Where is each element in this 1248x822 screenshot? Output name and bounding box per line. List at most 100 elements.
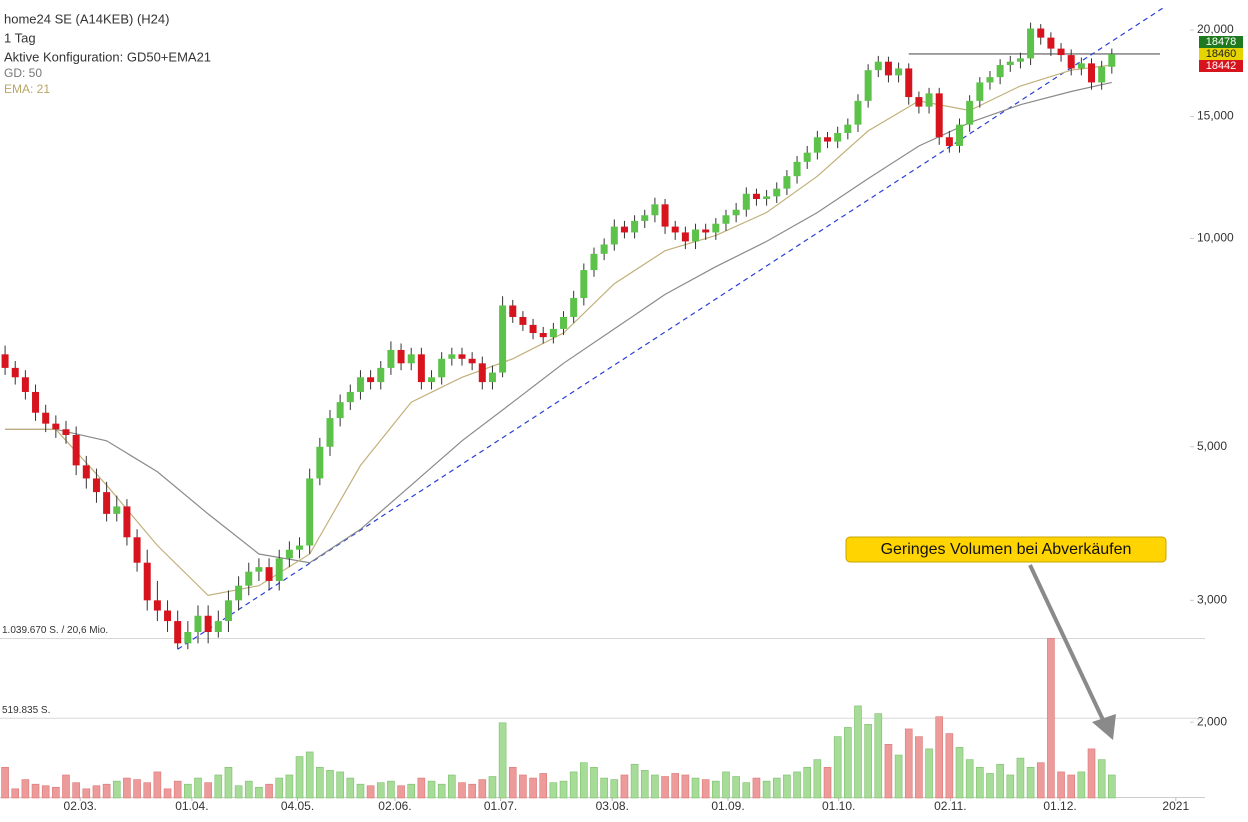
candle-body (803, 152, 811, 162)
candle-body (438, 358, 446, 378)
volume-bar (387, 780, 395, 799)
candle-body (752, 193, 760, 200)
volume-bar (1097, 759, 1106, 799)
volume-bar (72, 782, 80, 799)
volume-bar (640, 770, 649, 799)
candle-body (1016, 58, 1024, 62)
volume-bar (935, 716, 944, 799)
candle-body (1067, 55, 1075, 69)
y-tick-label: 5,000 (1197, 439, 1227, 453)
candle-body (285, 549, 293, 559)
volume-bar (844, 727, 852, 799)
candle-body (224, 600, 232, 622)
volume-bar (1036, 762, 1045, 799)
x-tick-label: 02.11. (934, 799, 966, 813)
candle-body (499, 305, 507, 373)
y-tick-label: 2,000 (1197, 714, 1227, 728)
y-tick-label: 10,000 (1197, 231, 1234, 245)
x-tick-label: 01.10. (822, 799, 855, 813)
volume-bar (823, 767, 832, 799)
candle-body (133, 537, 141, 563)
volume-bar (986, 773, 994, 799)
volume-bar (437, 783, 446, 799)
volume-bar (600, 777, 608, 799)
volume-bar (1006, 774, 1015, 799)
volume-bar (701, 779, 710, 799)
volume-bar (894, 754, 903, 799)
candle-body (763, 196, 771, 200)
candle-body (874, 61, 882, 71)
candle-body (184, 632, 192, 644)
candle-body (620, 226, 628, 233)
candle-body (742, 193, 750, 210)
volume-bar (519, 774, 527, 799)
volume-bar (498, 722, 507, 799)
volume-bar (1016, 757, 1025, 799)
candle-body (539, 333, 547, 338)
volume-bar (864, 724, 872, 799)
volume-bar (102, 783, 111, 799)
volume-bar (661, 776, 669, 799)
volume-bar (915, 736, 923, 799)
volume-bar (529, 777, 537, 799)
volume-bar (41, 785, 50, 799)
volume-bar (945, 733, 954, 799)
price-label: 18442 (1206, 60, 1237, 72)
volume-bar (1047, 638, 1055, 799)
volume-bar (244, 780, 253, 799)
y-tick-label: 15,000 (1197, 109, 1234, 123)
x-tick-label: 01.04. (175, 799, 208, 813)
y-tick-label: 3,000 (1197, 593, 1227, 607)
x-tick-label: 02.06. (378, 799, 411, 813)
volume-bar (955, 747, 964, 799)
volume-bar (356, 783, 365, 799)
candle-body (915, 97, 923, 107)
candle-body (143, 562, 151, 601)
volume-bar (397, 785, 405, 799)
volume-bar (732, 776, 740, 799)
volume-bar (712, 780, 720, 799)
candle-body (428, 377, 436, 383)
volume-bar (173, 780, 182, 799)
candle-body (306, 478, 314, 546)
candle-body (996, 65, 1004, 78)
volume-bar (458, 782, 466, 799)
price-label-box (1199, 36, 1243, 48)
volume-bar (580, 762, 588, 799)
volume-bar (793, 771, 801, 799)
volume-bar (1057, 771, 1065, 799)
candle-body (1108, 54, 1116, 67)
volume-bar (204, 782, 212, 799)
volume-bar (336, 771, 344, 799)
candle-body (326, 418, 334, 447)
volume-bar (549, 782, 558, 799)
candle-body (986, 77, 994, 83)
volume-bar (468, 783, 476, 799)
volume-bar (234, 785, 243, 799)
candle-body (387, 349, 395, 368)
volume-bar (691, 777, 700, 799)
candle-body (783, 176, 791, 189)
candle-body (519, 316, 527, 325)
ma-line (5, 81, 1112, 564)
candle-body (1037, 28, 1045, 38)
candle-body (377, 367, 385, 383)
candle-body (82, 465, 90, 479)
volume-bar (904, 728, 913, 799)
volume-bar (508, 767, 517, 799)
volume-bar (31, 783, 40, 799)
candle-body (834, 132, 842, 142)
candle-body (316, 446, 324, 479)
annotation-box (845, 536, 1167, 563)
candle-body (407, 354, 415, 364)
candle-body (976, 82, 984, 101)
candle-body (844, 124, 852, 133)
volume-bar (752, 777, 761, 799)
candle-body (72, 434, 80, 466)
candle-body (417, 354, 425, 383)
volume-bar (854, 705, 862, 799)
candle-body (966, 100, 974, 125)
candle-body (1088, 63, 1096, 83)
candle-body (560, 316, 568, 329)
volume-bar (143, 782, 152, 799)
